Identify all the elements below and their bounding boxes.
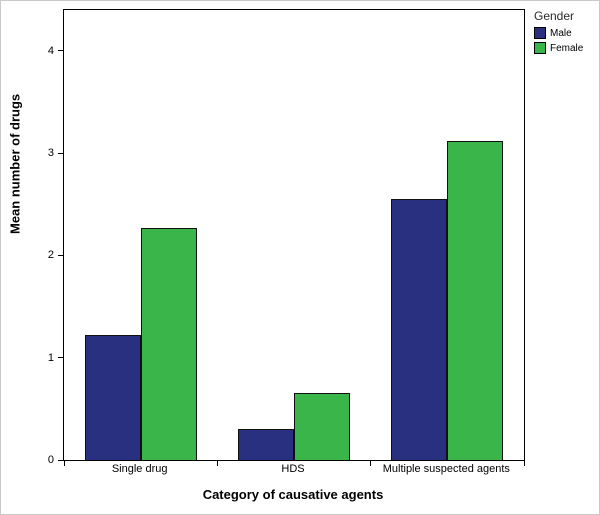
y-tick-label-4: 4 [47,44,54,57]
bar-group-2 [371,10,524,460]
x-tick-mark-3 [523,460,525,466]
legend-item-male: Male [534,27,598,39]
legend-item-female: Female [534,42,598,54]
x-tick-mark-2 [370,460,372,466]
legend-label-female: Female [550,42,584,54]
legend-swatch-male [534,27,546,39]
y-tick-label-2: 2 [47,249,54,262]
y-tick-mark-2 [58,254,64,256]
x-tick-mark-0 [63,460,65,466]
bar-male-2 [391,199,448,460]
bar-group-1 [217,10,370,460]
y-tick-mark-1 [58,357,64,359]
bar-female-2 [447,140,504,460]
x-axis-title: Category of causative agents [202,487,384,502]
x-tick-label-0: Single drug [111,463,168,475]
legend-swatch-female [534,42,546,54]
legend-label-male: Male [550,27,572,39]
x-tick-label-2: Multiple suspected agents [382,463,510,475]
bar-female-0 [140,227,197,460]
legend-title: Gender [534,9,575,23]
x-tick-label-1: HDS [281,463,305,475]
y-tick-mark-3 [58,152,64,154]
bar-group-0 [64,10,217,460]
x-tick-mark-1 [216,460,218,466]
legend: Gender Male Female [534,9,598,57]
y-tick-label-1: 1 [47,351,54,364]
y-tick-mark-0 [58,459,64,461]
y-tick-label-3: 3 [47,147,54,160]
bar-male-1 [237,429,294,460]
bar-male-0 [84,335,141,460]
y-tick-label-0: 0 [47,454,54,466]
bar-female-1 [293,392,350,460]
y-tick-mark-4 [58,50,64,52]
y-axis-title: Mean number of drugs [7,93,23,234]
plot-area: 0 1 2 3 4 [48,9,525,466]
